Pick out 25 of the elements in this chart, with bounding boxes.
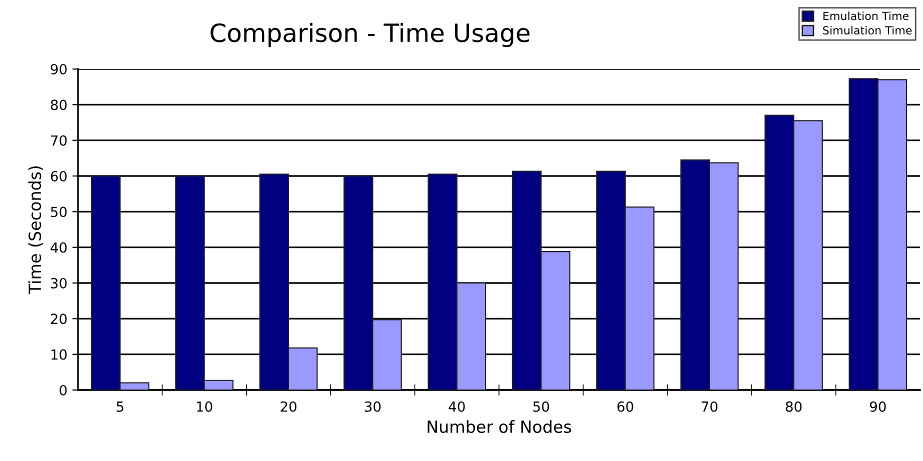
x-tick-label: 90	[870, 401, 886, 412]
y-tick-label: 70	[51, 135, 67, 146]
x-tick-label: 60	[617, 401, 634, 412]
y-tick-label: 20	[50, 314, 67, 324]
x-tick-label: 50	[533, 401, 550, 412]
x-tick-label: 80	[786, 401, 802, 412]
y-tick-label: 0	[60, 384, 67, 396]
y-tick-label: 50	[50, 206, 67, 218]
x-tick-label: 5	[116, 402, 124, 412]
y-tick-label: 90	[50, 64, 67, 74]
y-tick-label: 80	[50, 100, 67, 110]
y-tick-label: 60	[50, 170, 67, 182]
x-tick-label: 20	[280, 401, 296, 412]
chart-title: Comparison - Time Usage	[210, 22, 530, 48]
y-tick-label: 30	[50, 278, 67, 288]
y-tick-label: 10	[51, 349, 67, 360]
x-tick-label: 70	[702, 401, 718, 412]
legend-label: Simulation Time	[823, 26, 912, 35]
x-tick-label: 30	[364, 401, 381, 412]
y-axis-title: Time (Seconds)	[28, 166, 44, 294]
x-tick-label: 40	[448, 401, 465, 412]
legend-label: Emulation Time	[823, 12, 909, 20]
x-axis-title: Number of Nodes	[428, 420, 572, 434]
x-tick-label: 10	[196, 401, 212, 412]
y-tick-label: 40	[50, 242, 67, 253]
